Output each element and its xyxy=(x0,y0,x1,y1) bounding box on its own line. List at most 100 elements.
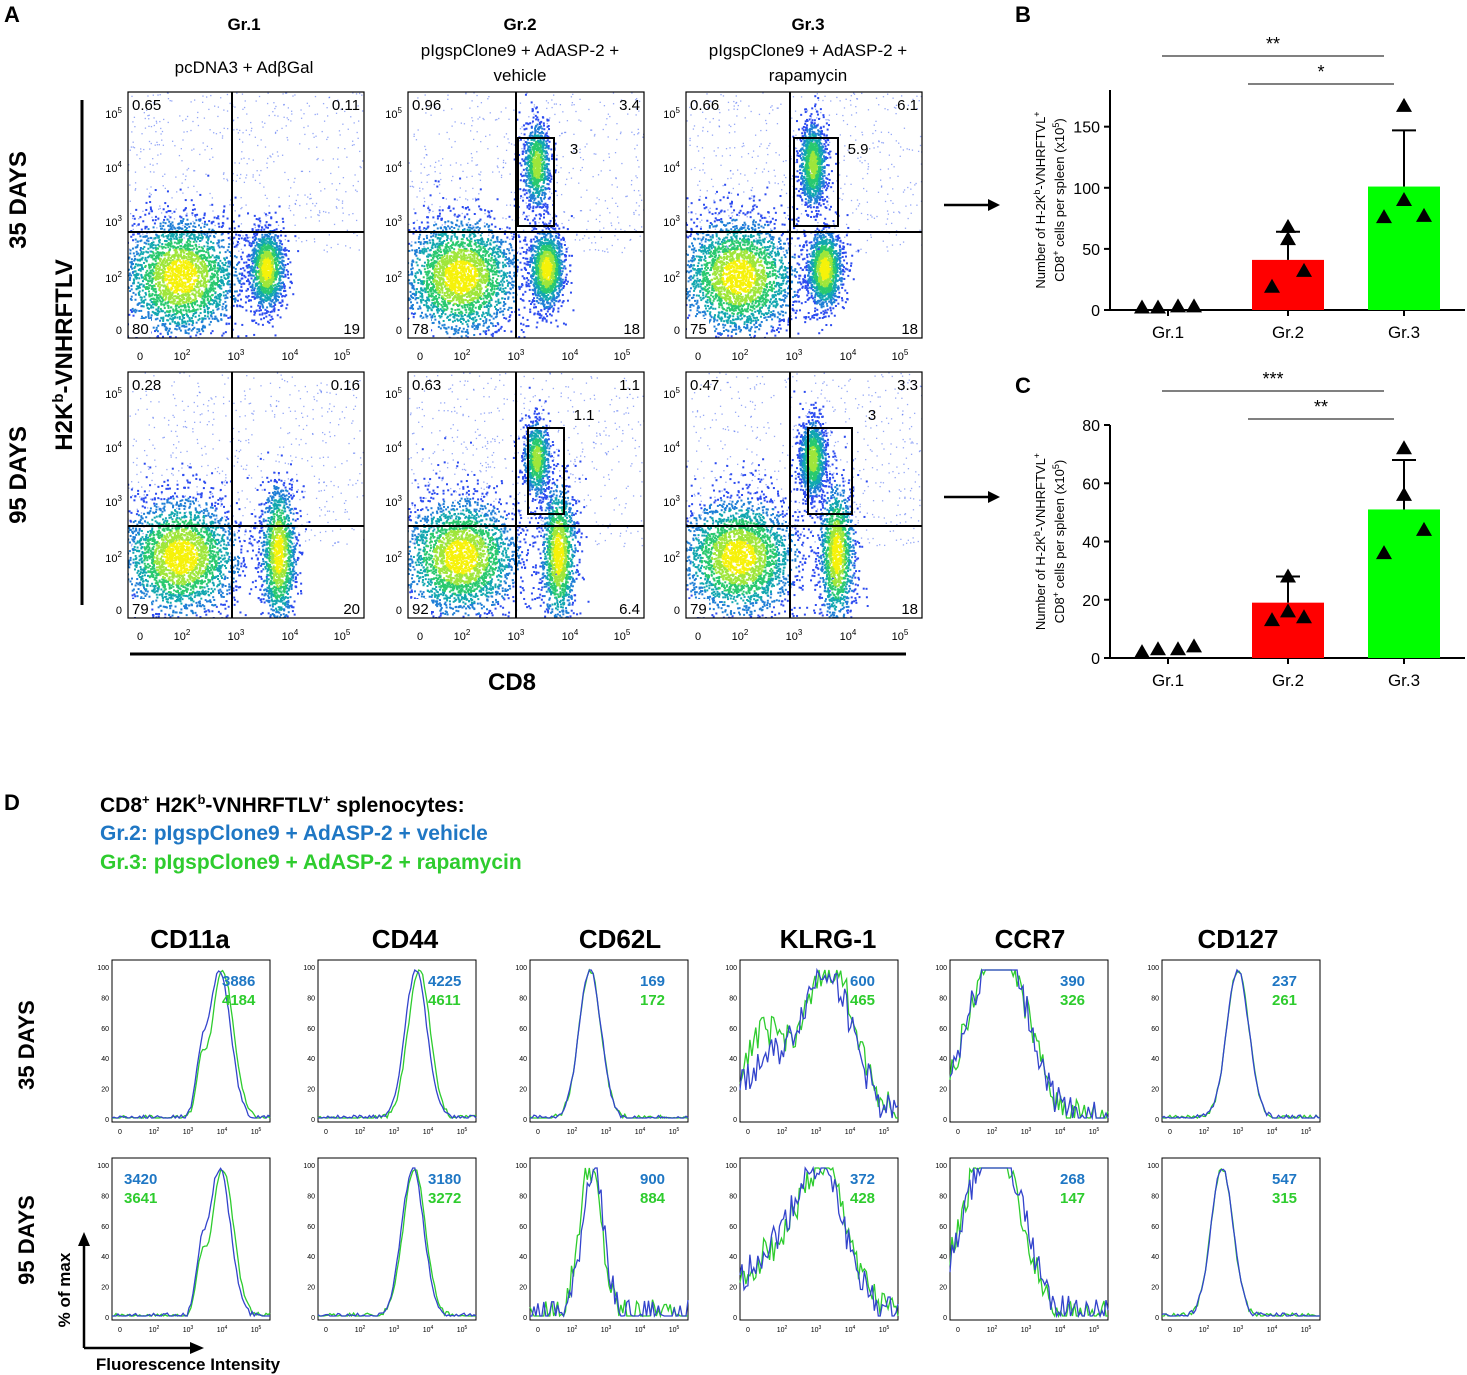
scatter-dot xyxy=(202,95,204,97)
scatter-dot xyxy=(330,246,332,249)
density-dot xyxy=(124,280,126,282)
density-dot xyxy=(131,267,134,270)
density-dot xyxy=(191,324,194,327)
density-dot xyxy=(259,309,262,312)
density-dot xyxy=(234,300,237,303)
density-dot xyxy=(259,247,262,250)
density-dot xyxy=(177,285,180,288)
density-dot xyxy=(258,256,261,259)
density-dot xyxy=(156,273,159,276)
density-dot xyxy=(278,251,281,254)
scatter-dot xyxy=(422,188,424,190)
density-dot xyxy=(181,290,184,293)
density-dot xyxy=(191,285,194,288)
density-dot xyxy=(167,251,170,254)
density-dot xyxy=(116,251,118,253)
scatter-dot xyxy=(508,247,510,250)
density-dot xyxy=(275,252,278,255)
density-dot xyxy=(224,251,227,254)
density-dot xyxy=(276,283,279,286)
density-dot xyxy=(264,251,267,254)
density-dot xyxy=(180,288,183,291)
density-dot xyxy=(195,291,198,294)
density-dot xyxy=(225,296,228,299)
scatter-dot xyxy=(229,236,231,238)
density-dot xyxy=(133,217,136,220)
scatter-dot xyxy=(564,183,567,186)
scatter-dot xyxy=(171,197,173,199)
density-dot xyxy=(206,310,209,313)
density-dot xyxy=(232,295,235,298)
scatter-dot xyxy=(609,169,611,172)
density-dot xyxy=(266,320,269,323)
density-dot xyxy=(139,249,142,252)
column-title-3: Gr.3 xyxy=(791,15,824,34)
density-dot xyxy=(196,238,199,241)
density-dot xyxy=(176,290,179,293)
density-dot xyxy=(122,252,124,254)
density-dot xyxy=(189,301,192,304)
density-dot xyxy=(205,273,208,276)
scatter-dot xyxy=(606,248,608,250)
density-dot xyxy=(226,269,229,272)
scatter-dot xyxy=(521,147,523,150)
density-dot xyxy=(173,281,176,284)
scatter-dot xyxy=(633,211,635,214)
density-dot xyxy=(243,238,246,241)
density-dot xyxy=(135,277,138,280)
scatter-dot xyxy=(223,178,225,180)
density-dot xyxy=(261,243,264,246)
scatter-dot xyxy=(412,104,414,106)
density-dot xyxy=(187,345,189,347)
density-dot xyxy=(277,256,280,259)
scatter-dot xyxy=(551,192,553,195)
density-dot xyxy=(283,287,286,290)
density-dot xyxy=(284,289,287,292)
density-dot xyxy=(269,283,272,286)
scatter-dot xyxy=(609,212,611,214)
scatter-dot xyxy=(599,229,601,231)
density-dot xyxy=(212,289,215,292)
scatter-dot xyxy=(587,220,589,222)
scatter-dot xyxy=(477,118,479,120)
density-dot xyxy=(176,309,179,312)
density-dot xyxy=(185,262,188,265)
density-dot xyxy=(186,314,189,317)
scatter-dot xyxy=(339,182,341,185)
density-dot xyxy=(169,281,172,284)
density-dot xyxy=(180,264,183,267)
density-dot xyxy=(257,323,260,326)
density-dot xyxy=(147,247,150,250)
scatter-dot xyxy=(586,228,588,231)
density-dot xyxy=(161,297,164,300)
density-dot xyxy=(244,301,247,304)
density-dot xyxy=(163,289,166,292)
scatter-dot xyxy=(240,248,243,250)
density-dot xyxy=(172,278,175,281)
density-dot xyxy=(172,309,175,312)
density-dot xyxy=(197,274,200,277)
density-dot xyxy=(233,298,236,301)
scatter-dot xyxy=(138,217,140,220)
scatter-dot xyxy=(554,213,556,216)
scatter-dot xyxy=(276,129,278,132)
density-dot xyxy=(210,310,213,313)
density-dot xyxy=(279,251,282,254)
density-dot xyxy=(217,263,220,266)
density-dot xyxy=(193,301,196,304)
scatter-dot xyxy=(305,217,307,219)
density-dot xyxy=(193,235,196,238)
density-dot xyxy=(152,241,155,244)
scatter-dot xyxy=(505,218,507,220)
density-dot xyxy=(222,246,225,249)
scatter-dot xyxy=(635,209,637,212)
density-dot xyxy=(143,241,146,244)
scatter-dot xyxy=(476,131,478,133)
scatter-dot xyxy=(283,103,285,106)
scatter-dot xyxy=(476,94,478,97)
scatter-dot xyxy=(560,167,562,169)
density-dot xyxy=(192,240,195,243)
density-dot xyxy=(203,278,206,281)
scatter-dot xyxy=(245,129,247,131)
density-dot xyxy=(196,331,199,334)
